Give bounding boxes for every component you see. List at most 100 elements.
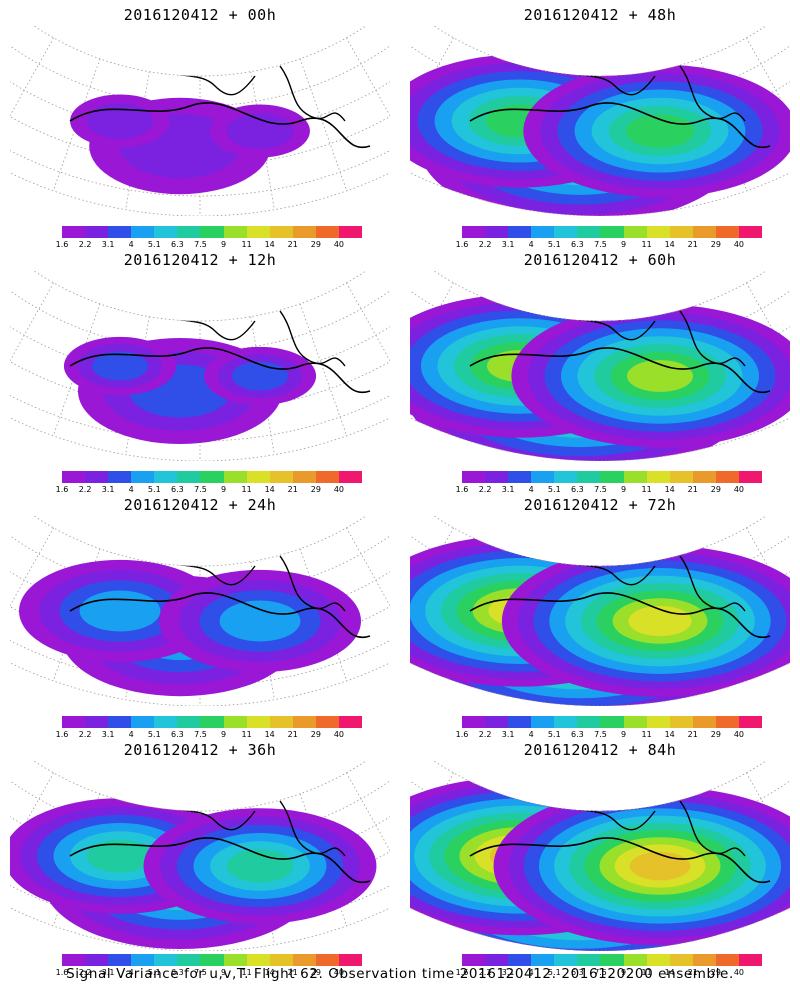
map-panel: 2016120412 + 36h — [0, 735, 400, 980]
colorbar-swatch — [223, 954, 247, 966]
colorbar-tick-label: 9 — [620, 730, 627, 739]
colorbar-swatch — [200, 954, 224, 966]
colorbar-tick-label: 29 — [710, 485, 721, 494]
colorbar-swatch — [315, 716, 339, 728]
colorbar-tick-label: 7.5 — [194, 730, 207, 739]
colorbar-tick-label: 21 — [287, 730, 298, 739]
colorbar-tick-label: 3.1 — [101, 730, 115, 739]
colorbar-tick-label: 7.5 — [594, 485, 607, 494]
colorbar-tick-label: 21 — [687, 485, 698, 494]
colorbar-swatch — [485, 954, 509, 966]
colorbar-swatch — [462, 471, 486, 483]
colorbar-swatch — [646, 226, 670, 238]
colorbar-labels: 1.6 2.2 3.1 4 5.1 6.3 7.5 9 11 14 21 29 40 — [456, 485, 762, 497]
colorbar-tick-label: 7.5 — [194, 485, 207, 494]
colorbar-swatch — [554, 716, 578, 728]
colorbar-swatch — [623, 226, 647, 238]
colorbar-swatch — [131, 954, 155, 966]
colorbar-swatch — [600, 471, 624, 483]
colorbar-swatch — [131, 226, 155, 238]
signal-variance-map — [410, 761, 790, 951]
colorbar-swatch — [531, 471, 555, 483]
colorbar-swatch — [62, 716, 86, 728]
colorbar — [462, 954, 763, 966]
colorbar-tick-label: 40 — [733, 485, 745, 494]
colorbar — [462, 471, 763, 483]
colorbar-swatch — [669, 471, 693, 483]
colorbar-tick-label: 3.1 — [101, 968, 115, 977]
colorbar-tick-label: 7.5 — [194, 240, 207, 249]
colorbar-swatch — [623, 716, 647, 728]
colorbar-tick-label: 4 — [528, 240, 534, 249]
colorbar-tick-label: 11 — [641, 240, 652, 249]
panel-title: 2016120412 + 24h — [123, 496, 277, 514]
colorbar-swatch — [246, 716, 270, 728]
colorbar-labels: 1.6 2.2 3.1 4 5.1 6.3 7.5 9 11 14 21 29 40 — [56, 485, 362, 497]
signal-variance-map — [410, 271, 790, 461]
colorbar-tick-label: 9 — [220, 240, 227, 249]
colorbar-swatch — [223, 226, 247, 238]
colorbar-tick-label: 14 — [664, 485, 675, 494]
colorbar-swatch — [715, 471, 739, 483]
colorbar-tick-label: 14 — [664, 968, 675, 977]
colorbar-swatch — [577, 226, 601, 238]
colorbar-swatch — [62, 954, 86, 966]
colorbar-tick-label: 40 — [333, 730, 345, 739]
colorbar-tick-label: 2.2 — [78, 730, 92, 739]
signal-variance-map — [10, 271, 390, 461]
colorbar-swatch — [485, 471, 509, 483]
colorbar-swatch — [554, 226, 578, 238]
colorbar-tick-label: 3.1 — [501, 730, 515, 739]
colorbar-tick-label: 6.3 — [571, 968, 584, 977]
colorbar-swatch — [269, 716, 293, 728]
colorbar-swatch — [462, 954, 486, 966]
colorbar-tick-label: 1.6 — [455, 968, 469, 977]
colorbar-tick-label: 6.3 — [171, 968, 184, 977]
colorbar-tick-label: 1.6 — [55, 485, 69, 494]
colorbar-swatch — [531, 226, 555, 238]
colorbar-swatch — [738, 716, 763, 728]
colorbar-swatch — [338, 226, 363, 238]
colorbar-swatch — [154, 954, 178, 966]
colorbar-tick-label: 14 — [264, 485, 275, 494]
colorbar-tick-label: 7.5 — [594, 730, 607, 739]
colorbar-tick-label: 6.3 — [171, 485, 184, 494]
colorbar-tick-label: 2.2 — [78, 968, 92, 977]
colorbar-swatch — [577, 471, 601, 483]
panel-title: 2016120412 + 12h — [123, 251, 277, 269]
colorbar-tick-label: 6.3 — [571, 485, 584, 494]
colorbar-tick-label: 2.2 — [478, 968, 492, 977]
colorbar-tick-label: 6.3 — [171, 730, 184, 739]
colorbar-swatch — [508, 954, 532, 966]
colorbar-tick-label: 29 — [310, 730, 321, 739]
colorbar-swatch — [669, 716, 693, 728]
colorbar-tick-label: 14 — [264, 968, 275, 977]
colorbar-swatch — [177, 716, 201, 728]
colorbar-tick-label: 3.1 — [501, 240, 515, 249]
colorbar-swatch — [623, 471, 647, 483]
map-panel: 2016120412 + 60h — [400, 245, 800, 490]
panel-title: 2016120412 + 60h — [523, 251, 677, 269]
colorbar-swatch — [646, 471, 670, 483]
colorbar-labels: 1.6 2.2 3.1 4 5.1 6.3 7.5 9 11 14 21 29 40 — [56, 968, 362, 980]
colorbar-tick-label: 29 — [310, 485, 321, 494]
colorbar-swatch — [554, 471, 578, 483]
colorbar-tick-label: 21 — [287, 485, 298, 494]
colorbar-swatch — [531, 716, 555, 728]
colorbar-tick-label: 29 — [310, 968, 321, 977]
colorbar-swatch — [738, 471, 763, 483]
colorbar — [462, 716, 763, 728]
colorbar-tick-label: 5.1 — [147, 968, 161, 977]
colorbar-swatch — [108, 226, 132, 238]
colorbar-swatch — [508, 226, 532, 238]
colorbar-swatch — [85, 226, 109, 238]
colorbar-tick-label: 11 — [241, 240, 252, 249]
colorbar-swatch — [246, 954, 270, 966]
colorbar-swatch — [338, 954, 363, 966]
colorbar-tick-label: 21 — [287, 240, 298, 249]
colorbar-swatch — [508, 471, 532, 483]
colorbar-swatch — [715, 226, 739, 238]
colorbar-tick-label: 5.1 — [547, 485, 561, 494]
colorbar-labels: 1.6 2.2 3.1 4 5.1 6.3 7.5 9 11 14 21 29 40 — [456, 240, 762, 252]
colorbar-swatch — [738, 226, 763, 238]
